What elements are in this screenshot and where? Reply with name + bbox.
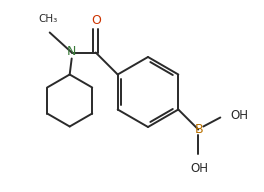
Text: N: N [67,45,76,58]
Text: B: B [195,123,204,136]
Text: CH₃: CH₃ [38,15,57,25]
Text: OH: OH [190,162,208,175]
Text: O: O [91,14,101,27]
Text: OH: OH [230,109,248,122]
